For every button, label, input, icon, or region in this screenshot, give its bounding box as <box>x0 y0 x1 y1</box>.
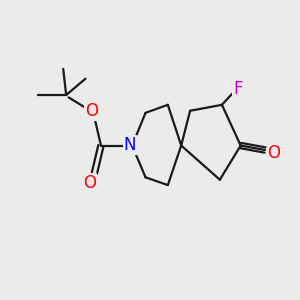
Text: F: F <box>233 80 243 98</box>
Text: O: O <box>267 144 280 162</box>
Text: N: N <box>124 136 136 154</box>
Text: O: O <box>85 102 98 120</box>
Text: O: O <box>83 174 97 192</box>
